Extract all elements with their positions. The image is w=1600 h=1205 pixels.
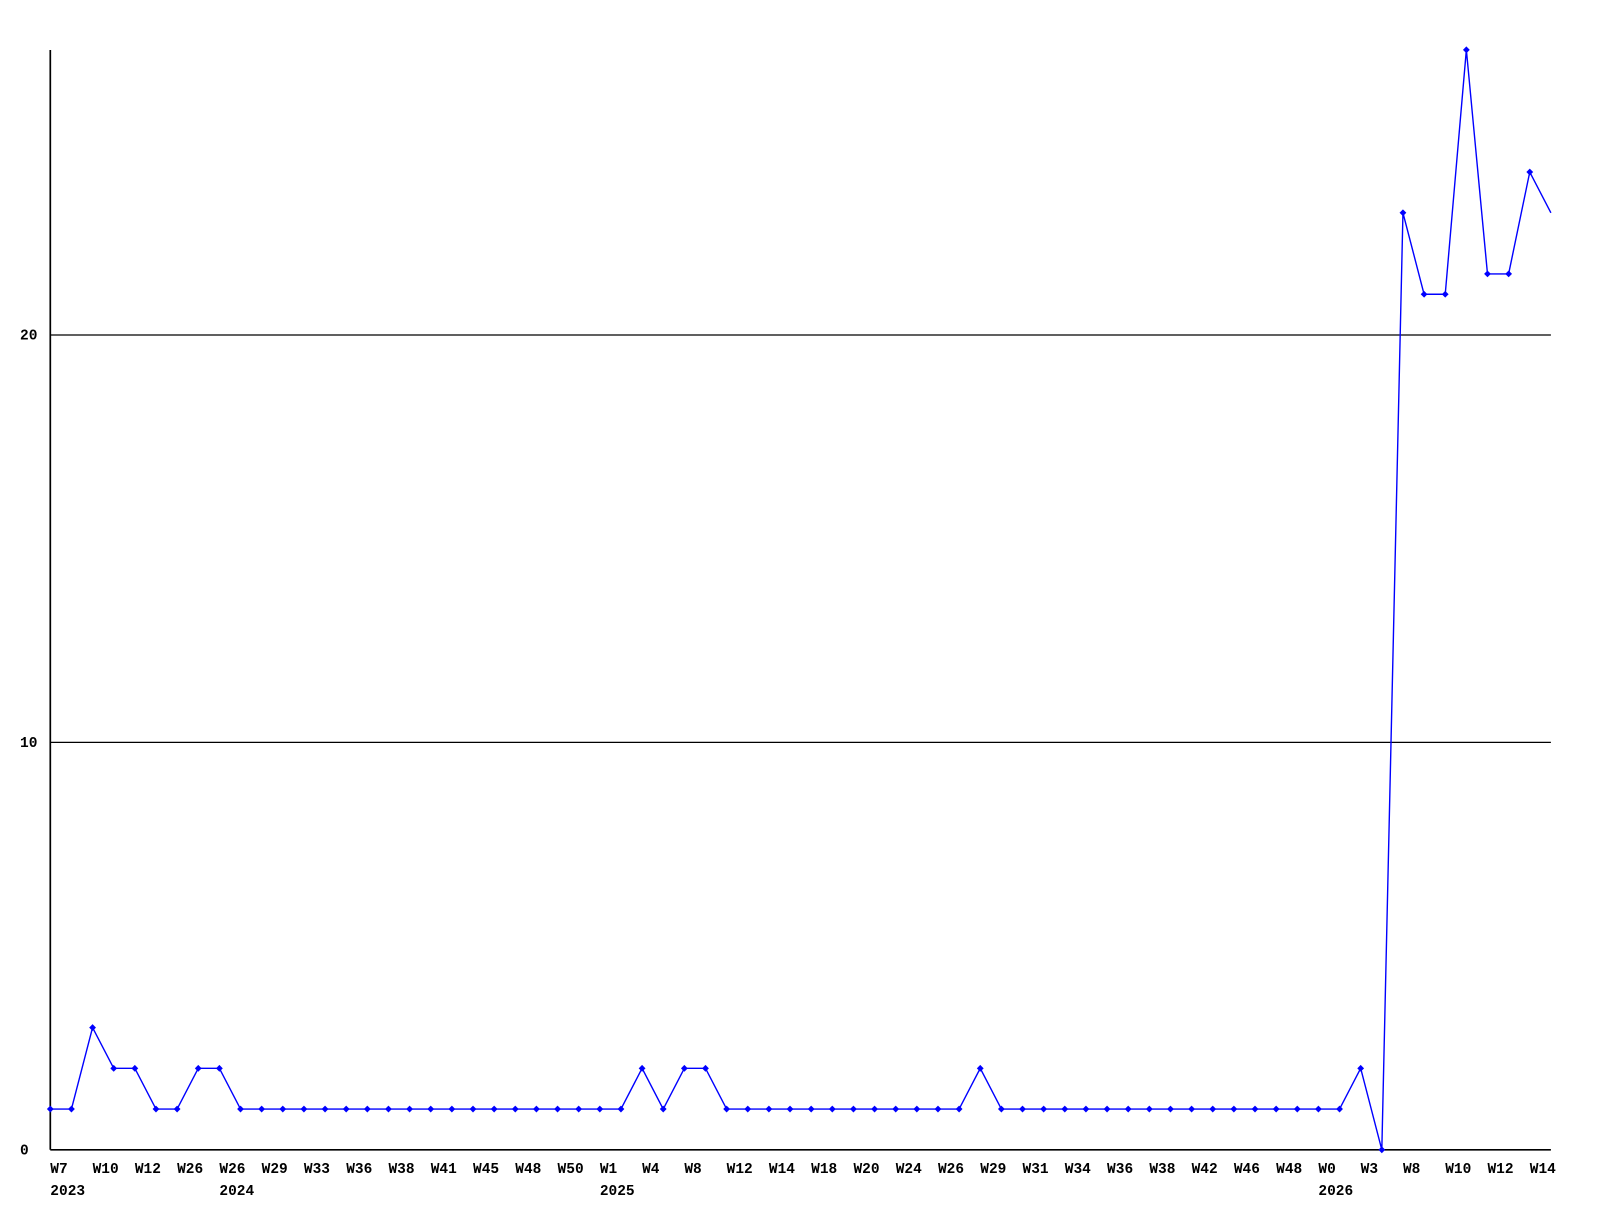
svg-text:W48: W48: [1276, 1162, 1302, 1178]
svg-text:W36: W36: [1107, 1162, 1133, 1178]
svg-text:W48: W48: [515, 1162, 541, 1178]
svg-text:W10: W10: [1445, 1162, 1471, 1178]
svg-text:W36: W36: [346, 1162, 372, 1178]
svg-text:W50: W50: [558, 1162, 584, 1178]
svg-text:2023: 2023: [50, 1184, 85, 1200]
svg-text:W33: W33: [304, 1162, 330, 1178]
svg-text:2025: 2025: [600, 1184, 635, 1200]
svg-text:W12: W12: [1487, 1162, 1513, 1178]
svg-text:2026: 2026: [1318, 1184, 1353, 1200]
svg-text:W24: W24: [896, 1162, 922, 1178]
svg-text:W46: W46: [1234, 1162, 1260, 1178]
svg-text:W10: W10: [93, 1162, 119, 1178]
svg-text:W1: W1: [600, 1162, 618, 1178]
svg-text:W38: W38: [388, 1162, 414, 1178]
svg-text:W3: W3: [1361, 1162, 1378, 1178]
svg-text:20: 20: [20, 329, 37, 345]
svg-text:W8: W8: [684, 1162, 701, 1178]
svg-text:W14: W14: [1530, 1162, 1556, 1178]
svg-text:W31: W31: [1023, 1162, 1049, 1178]
svg-text:W38: W38: [1149, 1162, 1175, 1178]
svg-text:W12: W12: [727, 1162, 753, 1178]
svg-text:W12: W12: [135, 1162, 161, 1178]
svg-text:2024: 2024: [219, 1184, 254, 1200]
svg-text:W42: W42: [1192, 1162, 1218, 1178]
svg-text:W34: W34: [1065, 1162, 1091, 1178]
svg-text:W29: W29: [980, 1162, 1006, 1178]
svg-text:W26: W26: [938, 1162, 964, 1178]
svg-text:W26: W26: [219, 1162, 245, 1178]
svg-text:W4: W4: [642, 1162, 660, 1178]
svg-text:W26: W26: [177, 1162, 203, 1178]
svg-text:W8: W8: [1403, 1162, 1420, 1178]
svg-text:W20: W20: [853, 1162, 879, 1178]
svg-text:10: 10: [20, 736, 37, 752]
svg-text:W14: W14: [769, 1162, 795, 1178]
svg-text:W45: W45: [473, 1162, 499, 1178]
svg-text:W41: W41: [431, 1162, 457, 1178]
svg-text:W0: W0: [1318, 1162, 1335, 1178]
svg-text:W29: W29: [262, 1162, 288, 1178]
svg-text:W7: W7: [50, 1162, 67, 1178]
svg-text:W18: W18: [811, 1162, 837, 1178]
svg-text:0: 0: [20, 1143, 29, 1159]
